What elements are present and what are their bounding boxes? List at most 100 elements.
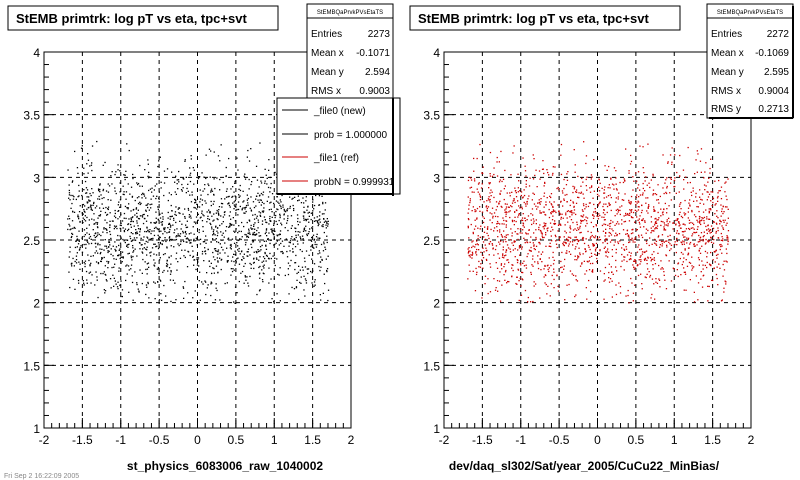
scatter-point — [101, 203, 103, 205]
scatter-point — [467, 248, 469, 250]
scatter-point — [130, 210, 132, 212]
scatter-point — [706, 252, 709, 254]
scatter-point — [599, 201, 601, 203]
scatter-point — [526, 241, 529, 244]
scatter-point — [230, 218, 232, 220]
scatter-point — [280, 201, 282, 203]
scatter-point — [100, 251, 102, 254]
scatter-point — [489, 182, 491, 184]
scatter-point — [545, 201, 547, 203]
scatter-point — [109, 212, 111, 214]
scatter-point — [607, 195, 610, 197]
scatter-point — [588, 202, 591, 204]
scatter-point — [153, 222, 155, 224]
scatter-point — [184, 256, 186, 259]
scatter-point — [535, 223, 537, 225]
scatter-point — [537, 267, 540, 270]
scatter-point — [101, 257, 103, 259]
scatter-point — [96, 234, 99, 236]
scatter-point — [163, 284, 165, 287]
scatter-point — [214, 234, 216, 236]
scatter-point — [473, 178, 476, 180]
scatter-point — [508, 261, 510, 264]
scatter-point — [610, 219, 612, 222]
scatter-point — [479, 236, 481, 238]
scatter-point — [271, 228, 273, 230]
scatter-point — [88, 233, 90, 235]
scatter-point — [599, 214, 601, 217]
scatter-point — [268, 232, 270, 234]
scatter-point — [113, 277, 115, 279]
scatter-point — [496, 175, 499, 177]
scatter-point — [634, 238, 636, 240]
scatter-point — [263, 267, 265, 269]
scatter-point — [629, 214, 631, 216]
scatter-point — [672, 222, 675, 224]
scatter-point — [155, 217, 157, 219]
scatter-point — [315, 236, 318, 238]
scatter-point — [256, 179, 259, 181]
scatter-point — [660, 208, 662, 210]
scatter-point — [223, 211, 226, 214]
scatter-point — [679, 257, 681, 260]
scatter-point — [271, 193, 274, 195]
scatter-point — [145, 209, 147, 211]
scatter-point — [252, 240, 255, 242]
scatter-point — [116, 227, 118, 230]
scatter-point — [723, 260, 725, 262]
scatter-point — [611, 296, 613, 298]
scatter-point — [301, 250, 303, 253]
scatter-point — [561, 251, 563, 254]
scatter-point — [155, 226, 157, 228]
scatter-point — [717, 237, 720, 239]
scatter-point — [168, 267, 171, 269]
scatter-point — [276, 208, 278, 210]
scatter-point — [699, 237, 701, 239]
scatter-point — [239, 238, 241, 240]
scatter-point — [310, 212, 312, 214]
scatter-point — [534, 248, 536, 251]
scatter-point — [119, 191, 121, 193]
scatter-point — [145, 204, 147, 206]
scatter-point — [648, 244, 650, 247]
scatter-point — [221, 239, 223, 241]
scatter-point — [709, 229, 711, 231]
scatter-point — [722, 238, 724, 240]
scatter-point — [475, 225, 477, 227]
scatter-point — [706, 232, 708, 235]
scatter-point — [637, 219, 639, 221]
scatter-point — [608, 165, 610, 168]
scatter-point — [510, 205, 512, 207]
scatter-point — [188, 240, 191, 242]
scatter-point — [513, 240, 515, 242]
scatter-point — [599, 182, 601, 184]
scatter-point — [634, 284, 636, 286]
scatter-point — [188, 216, 190, 218]
scatter-point — [259, 246, 262, 248]
scatter-point — [310, 270, 312, 273]
scatter-point — [655, 278, 657, 280]
scatter-point — [593, 203, 595, 206]
scatter-point — [632, 239, 634, 241]
scatter-point — [297, 224, 299, 226]
scatter-point — [244, 233, 246, 236]
scatter-point — [550, 283, 552, 285]
scatter-point — [615, 232, 617, 234]
scatter-point — [586, 176, 588, 178]
scatter-point — [208, 211, 211, 213]
scatter-point — [251, 239, 254, 242]
scatter-point — [631, 229, 633, 231]
scatter-point — [125, 170, 127, 172]
scatter-point — [533, 220, 535, 222]
scatter-point — [201, 212, 203, 214]
scatter-point — [133, 208, 135, 211]
scatter-point — [244, 244, 247, 246]
scatter-point — [305, 218, 308, 221]
scatter-point — [658, 264, 660, 267]
scatter-point — [210, 191, 212, 193]
scatter-point — [697, 226, 699, 228]
scatter-point — [613, 188, 615, 190]
scatter-point — [700, 271, 702, 273]
scatter-point — [110, 237, 112, 240]
scatter-point — [527, 301, 529, 303]
